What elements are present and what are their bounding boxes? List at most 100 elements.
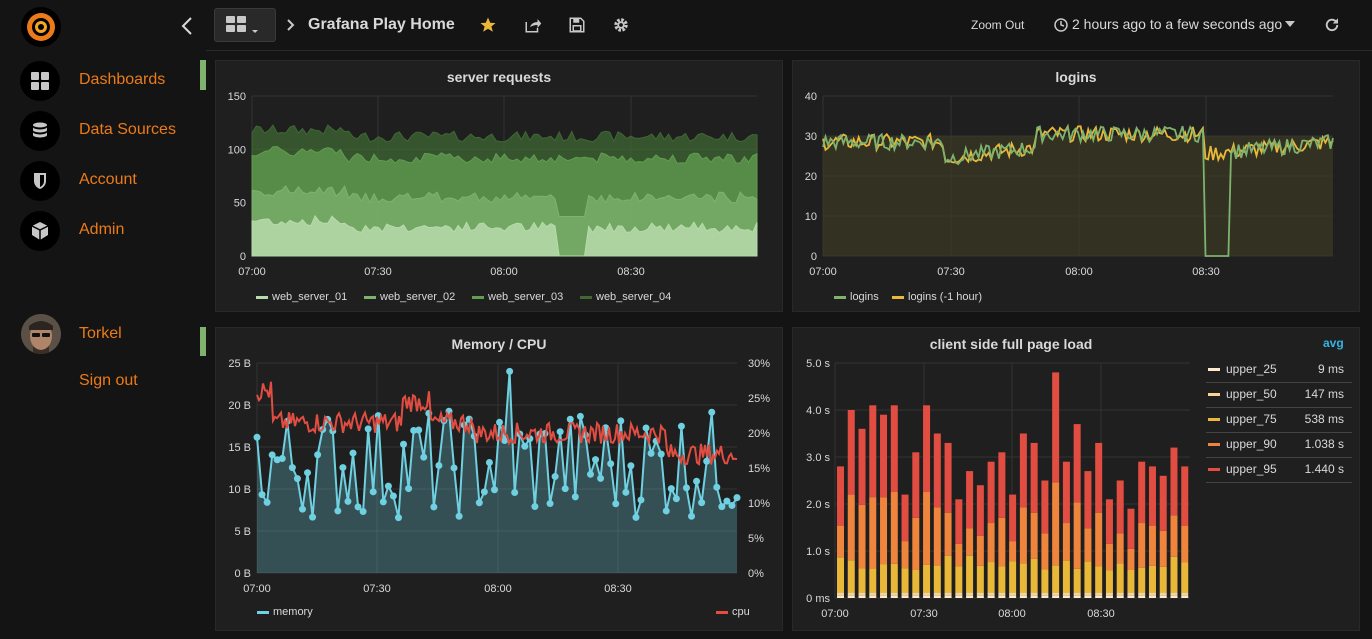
bar-upper_95 bbox=[944, 442, 952, 513]
memory-point bbox=[723, 497, 731, 505]
panel-logins[interactable]: logins 0 10 20 30 40 07:00 07:30 08:00 08:30 logi… bbox=[792, 60, 1360, 312]
legend-row[interactable]: upper_50 147 ms bbox=[1206, 383, 1352, 408]
panel-title[interactable]: Memory / CPU bbox=[451, 336, 547, 352]
bar-upper_75 bbox=[1009, 561, 1017, 593]
legend-swatch bbox=[1208, 443, 1220, 446]
x-tick-label: 07:00 bbox=[809, 266, 837, 278]
memory-point bbox=[258, 491, 266, 499]
bar-upper_90 bbox=[1170, 515, 1178, 557]
bar-upper_50 bbox=[1062, 592, 1070, 596]
bar-upper_95 bbox=[966, 471, 974, 529]
legend-avg-value: 1.440 s bbox=[1304, 462, 1344, 476]
caret-down-icon[interactable] bbox=[1285, 21, 1295, 27]
panel-title[interactable]: logins bbox=[1055, 69, 1097, 85]
bar-upper_50 bbox=[890, 592, 898, 596]
memory-point bbox=[496, 418, 504, 426]
bar-upper_75 bbox=[955, 566, 963, 593]
bar-upper_95 bbox=[1148, 466, 1156, 526]
memory-point bbox=[637, 496, 645, 504]
memory-point bbox=[379, 498, 387, 506]
panel-title[interactable]: server requests bbox=[446, 69, 552, 85]
zoom-out-button[interactable]: Zoom Out bbox=[971, 18, 1025, 32]
bar-upper_75 bbox=[912, 569, 920, 593]
panel-server-requests[interactable]: server requests 0 50 100 150 07:00 07:30 08:00… bbox=[215, 60, 783, 312]
legend-row[interactable]: upper_75 538 ms bbox=[1206, 408, 1352, 433]
time-range-picker[interactable]: 2 hours ago to a few seconds ago bbox=[1072, 16, 1283, 32]
bar-upper_25 bbox=[1148, 595, 1156, 598]
sidebar-item-dashboards[interactable]: Dashboards bbox=[18, 59, 206, 103]
sidebar-item-label: Admin bbox=[79, 221, 125, 238]
legend-swatch bbox=[1208, 418, 1220, 421]
bar-upper_95 bbox=[1138, 461, 1146, 524]
panel-memory-cpu[interactable]: Memory / CPU 0 B 5 B 10 B 15 B 20 B 25 B 0% 5% 1… bbox=[215, 327, 783, 631]
memory-cpu-graph[interactable]: 0 B 5 B 10 B 15 B 20 B 25 B 0% 5% 10% 15% 20% 25% 30… bbox=[216, 328, 782, 630]
memory-point bbox=[546, 500, 554, 508]
sign-out-link[interactable]: Sign out bbox=[79, 372, 138, 389]
legend-avg-value: 9 ms bbox=[1317, 362, 1344, 376]
bar-upper_95 bbox=[1073, 424, 1081, 503]
bar-upper_75 bbox=[890, 563, 898, 593]
share-icon[interactable] bbox=[524, 16, 542, 34]
memory-point bbox=[430, 503, 438, 511]
collapse-sidebar-icon[interactable] bbox=[180, 15, 194, 37]
memory-point bbox=[450, 464, 458, 472]
grafana-logo-icon[interactable] bbox=[21, 7, 61, 47]
bar-upper_95 bbox=[955, 499, 963, 544]
sidebar-item-admin[interactable]: Admin bbox=[18, 209, 206, 253]
bar-upper_25 bbox=[1127, 595, 1135, 598]
panel-title[interactable]: client side full page load bbox=[929, 336, 1093, 352]
memory-point bbox=[394, 514, 402, 522]
bar-upper_75 bbox=[1159, 566, 1167, 593]
bar-upper_90 bbox=[1095, 512, 1103, 567]
legend-label: web_server_03 bbox=[487, 291, 563, 303]
dashboard-picker-button[interactable] bbox=[214, 8, 276, 42]
memory-point bbox=[344, 497, 352, 505]
bar-upper_25 bbox=[858, 595, 866, 598]
y-tick-label: 20% bbox=[748, 428, 770, 440]
memory-point bbox=[521, 442, 529, 450]
save-icon[interactable] bbox=[568, 16, 586, 34]
legend-avg-header[interactable]: avg bbox=[1323, 336, 1344, 350]
legend-row[interactable]: upper_95 1.440 s bbox=[1206, 458, 1352, 483]
sidebar-item-label: Dashboards bbox=[79, 71, 166, 88]
series-line-cpu bbox=[256, 381, 738, 466]
server-requests-graph[interactable]: 0 50 100 150 07:00 07:30 08:00 08:30 web_server_… bbox=[216, 61, 782, 311]
legend-row[interactable]: upper_25 9 ms bbox=[1206, 358, 1352, 383]
sidebar: Dashboards Data Sources Account Admin To… bbox=[0, 0, 206, 639]
bar-upper_50 bbox=[837, 592, 844, 596]
page-load-graph[interactable]: 0 ms 1.0 s 2.0 s 3.0 s 4.0 s 5.0 s 07:00 07:30 0… bbox=[793, 328, 1203, 630]
bar-upper_75 bbox=[1030, 558, 1038, 593]
y-tick-label: 5% bbox=[748, 533, 764, 545]
memory-point bbox=[410, 426, 418, 434]
bar-upper_95 bbox=[869, 405, 877, 498]
bar-upper_95 bbox=[912, 452, 920, 518]
bar-upper_90 bbox=[858, 504, 866, 569]
user-name[interactable]: Torkel bbox=[79, 325, 122, 342]
bar-upper_95 bbox=[890, 405, 898, 493]
legend-label: logins (-1 hour) bbox=[908, 291, 982, 303]
bar-upper_50 bbox=[944, 592, 952, 596]
bar-upper_95 bbox=[1116, 480, 1124, 534]
memory-point bbox=[475, 499, 483, 507]
bar-upper_95 bbox=[1052, 372, 1060, 483]
gear-icon[interactable] bbox=[612, 16, 630, 34]
panel-page-load[interactable]: client side full page load avg 0 ms 1.0 s… bbox=[792, 327, 1360, 631]
bar-upper_75 bbox=[976, 565, 984, 593]
star-icon[interactable] bbox=[479, 16, 497, 34]
bar-upper_25 bbox=[1181, 595, 1189, 598]
sidebar-item-account[interactable]: Account bbox=[18, 159, 206, 203]
bar-upper_50 bbox=[1116, 592, 1124, 596]
legend-avg-value: 538 ms bbox=[1304, 412, 1344, 426]
legend-row[interactable]: upper_90 1.038 s bbox=[1206, 433, 1352, 458]
bar-upper_25 bbox=[1170, 595, 1178, 598]
refresh-icon[interactable] bbox=[1323, 16, 1341, 34]
sidebar-item-data-sources[interactable]: Data Sources bbox=[18, 109, 206, 153]
memory-point bbox=[566, 415, 574, 423]
memory-point bbox=[592, 456, 600, 464]
avatar[interactable] bbox=[21, 314, 61, 354]
memory-point bbox=[400, 440, 408, 448]
bar-upper_25 bbox=[966, 595, 974, 598]
bar-upper_95 bbox=[1105, 499, 1113, 544]
memory-point bbox=[511, 489, 519, 497]
